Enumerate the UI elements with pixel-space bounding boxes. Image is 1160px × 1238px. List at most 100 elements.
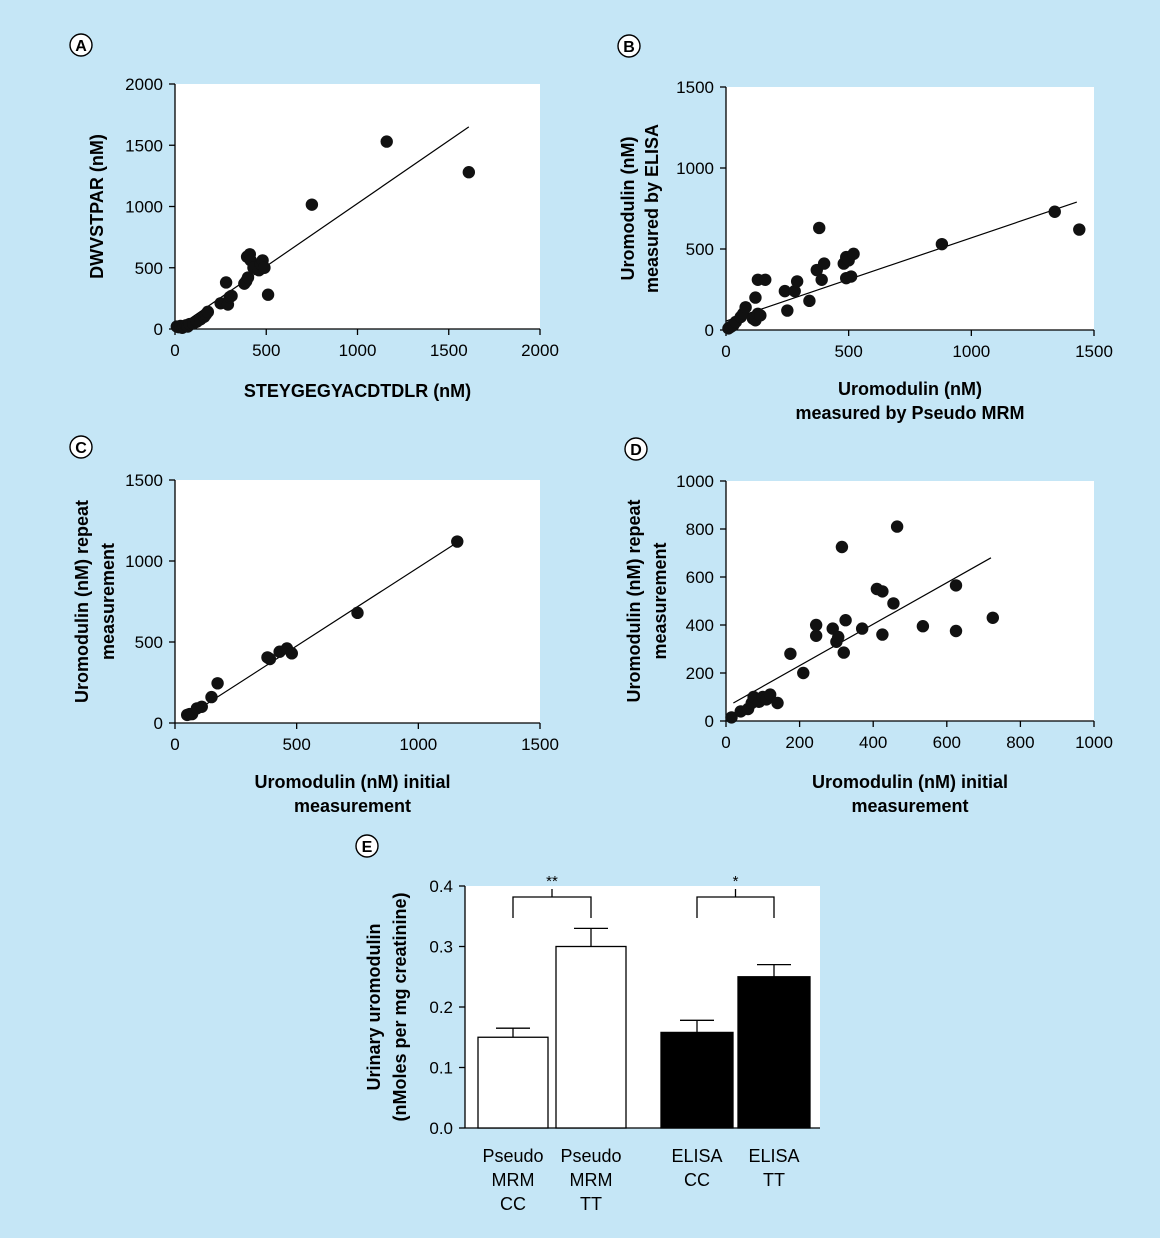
panel-a: 0 500 1000 1500 2000 0 500 1000 1500 2000 STEYGEGY… [69, 33, 559, 401]
data-point [817, 257, 831, 270]
x-tick-label: 500 [282, 735, 310, 754]
data-point [887, 597, 900, 610]
x-category-label: Pseudo [482, 1146, 543, 1166]
y-tick-label: 1500 [676, 78, 714, 97]
y-axis-label: measurement [98, 543, 118, 660]
x-category-label: CC [684, 1170, 710, 1190]
data-point [219, 276, 233, 289]
data-point [771, 696, 784, 710]
panel-e: 0.0 0.1 0.2 0.3 0.4 Pseudo MRM CC Pseudo MRM TT ELI… [355, 834, 820, 1214]
x-axis-label: measurement [851, 796, 968, 816]
data-point [763, 688, 777, 701]
data-point [462, 166, 476, 179]
bar [660, 1031, 734, 1129]
x-category-label: TT [580, 1194, 602, 1214]
x-tick-label: 1000 [339, 341, 377, 360]
data-point [754, 309, 767, 322]
y-tick-label: 1500 [125, 136, 163, 155]
y-tick-label: 0.1 [429, 1059, 453, 1078]
data-point [837, 646, 850, 659]
panel-label-badge [624, 437, 648, 461]
data-point [211, 677, 224, 690]
y-tick-label: 2000 [125, 75, 163, 94]
x-category-label: TT [763, 1170, 785, 1190]
data-point [788, 284, 801, 298]
y-axis-label: DWVSTPAR (nM) [87, 134, 107, 279]
y-tick-label: 0 [154, 714, 163, 733]
panel-label: E [362, 839, 373, 856]
data-point [832, 630, 845, 644]
data-point [451, 535, 464, 548]
x-tick-label: 500 [252, 341, 280, 360]
data-point [305, 198, 319, 211]
data-point [986, 611, 999, 624]
panel-label-badge [355, 834, 379, 858]
bar [477, 1036, 549, 1129]
y-tick-label: 600 [686, 568, 714, 587]
data-point [258, 261, 271, 274]
y-tick-label: 1000 [676, 472, 714, 491]
data-point [809, 618, 823, 632]
x-tick-label: 200 [785, 733, 813, 752]
x-axis-label: STEYGEGYACDTDLR (nM) [244, 381, 471, 401]
panel-label-badge [69, 435, 93, 459]
data-point [855, 622, 869, 635]
data-point [380, 135, 393, 148]
y-tick-label: 1500 [125, 471, 163, 490]
x-category-label: MRM [492, 1170, 535, 1190]
y-tick-label: 0 [705, 321, 714, 340]
data-point [797, 666, 810, 680]
y-axis-label: Urinary uromodulin [364, 923, 384, 1090]
x-axis-label: Uromodulin (nM) initial [255, 772, 451, 792]
panel-label: C [75, 440, 87, 457]
data-point [784, 647, 797, 660]
x-tick-label: 0 [170, 735, 179, 754]
x-axis-label: measured by Pseudo MRM [795, 403, 1024, 423]
plot-area [175, 84, 540, 329]
bar [555, 945, 627, 1129]
data-point [1048, 205, 1061, 218]
x-tick-label: 1000 [952, 342, 990, 361]
x-tick-label: 1500 [1075, 342, 1113, 361]
x-tick-label: 600 [933, 733, 961, 752]
x-tick-label: 1500 [521, 735, 559, 754]
y-tick-label: 0.4 [429, 877, 453, 896]
significance-label: ** [546, 873, 558, 890]
data-point [847, 247, 860, 261]
data-point [815, 273, 828, 286]
data-point [876, 585, 889, 598]
data-point [201, 305, 215, 319]
y-axis-label: Uromodulin (nM) repeat [72, 500, 92, 703]
x-tick-label: 2000 [521, 341, 559, 360]
data-point [813, 221, 826, 235]
data-point [351, 606, 364, 620]
panel-c: 0 500 1000 1500 0 500 1000 1500 Uromodulin (nM) … [69, 435, 559, 816]
data-point [739, 301, 752, 314]
x-tick-label: 0 [170, 341, 179, 360]
data-point [195, 700, 208, 713]
y-tick-label: 0 [705, 712, 714, 731]
y-tick-label: 1000 [676, 159, 714, 178]
x-category-label: ELISA [671, 1146, 722, 1166]
data-point [241, 271, 255, 284]
panel-label: B [623, 39, 635, 56]
data-point [781, 304, 794, 317]
significance-label: * [733, 873, 739, 890]
data-point [839, 614, 852, 627]
x-tick-label: 800 [1006, 733, 1034, 752]
x-category-label: Pseudo [560, 1146, 621, 1166]
data-point [263, 652, 277, 666]
data-point [916, 620, 930, 633]
y-tick-label: 500 [686, 240, 714, 259]
data-point [949, 624, 963, 638]
x-tick-label: 0 [721, 733, 730, 752]
y-tick-label: 0.3 [429, 938, 453, 957]
x-axis-label: Uromodulin (nM) initial [812, 772, 1008, 792]
x-tick-label: 400 [859, 733, 887, 752]
x-tick-label: 0 [721, 342, 730, 361]
x-category-label: CC [500, 1194, 526, 1214]
x-axis-label: Uromodulin (nM) [838, 379, 982, 399]
plot-area [726, 481, 1094, 721]
